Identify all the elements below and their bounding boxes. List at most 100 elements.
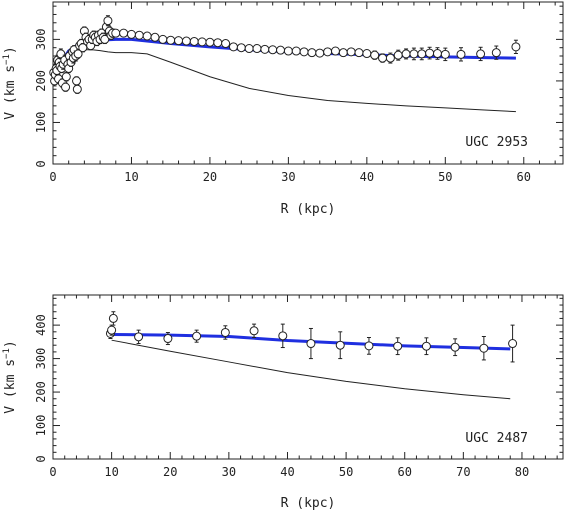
panel-1-data-marker: [189, 36, 199, 46]
panel-1-data-point: [315, 48, 325, 58]
panel-1-data-point: [456, 47, 466, 62]
panel-2-data-marker: [364, 341, 374, 351]
panel-1-data-point: [299, 47, 309, 57]
panel-2-ticks: 0 10 20 30 40 50 60 70 80 0 100 200 300 400: [34, 295, 563, 479]
panel-1-data-point: [511, 39, 521, 55]
panel-2-data-marker: [108, 313, 118, 323]
panel-1-data-marker: [276, 45, 286, 55]
panel-1-data-marker: [72, 84, 82, 94]
panel-2-y-tick-label: 100: [34, 415, 48, 437]
panel-1-model-component-line: [52, 49, 516, 113]
panel-1-data-marker: [307, 48, 317, 58]
panel-1-y-tick-label: 200: [34, 70, 48, 92]
panel-1-data-point: [491, 45, 501, 60]
panel-1-data-point: [268, 45, 278, 55]
panel-1-data-marker: [103, 16, 113, 26]
panel-1-data-marker: [268, 45, 278, 55]
panel-1-data-point: [409, 47, 419, 61]
panel-1-data-point: [244, 44, 254, 54]
panel-1-data-point: [61, 82, 71, 92]
panel-1-data-point: [72, 76, 82, 86]
panel-1-data-marker: [330, 46, 340, 56]
panel-1-data-point: [354, 48, 364, 58]
panel-1-data-point: [213, 38, 223, 48]
panel-1-data-marker: [315, 48, 325, 58]
panel-2-x-tick-label: 50: [339, 465, 353, 479]
panel-2-data-point: [220, 325, 230, 340]
panel-1-x-tick-label: 20: [203, 170, 217, 184]
panel-2-data-point: [108, 311, 118, 326]
panel-2-data-marker: [220, 327, 230, 337]
panel-1-y-axis-title-main: V (km s: [3, 65, 18, 120]
panel-1-data-marker: [425, 48, 435, 58]
panel-2-data-marker: [335, 340, 345, 350]
panel-1-data-point: [476, 46, 486, 62]
panel-1-x-tick-label: 10: [124, 170, 138, 184]
panel-1-data-marker: [409, 49, 419, 59]
panel-1-data-marker: [385, 53, 395, 63]
panel-1-ticks: 0 10 20 30 40 50 60 0 100 200 300: [34, 2, 563, 184]
panel-2-y-axis-title-close: ): [3, 340, 18, 348]
panel-1-data-point: [100, 34, 110, 45]
panel-1-data-point: [291, 46, 301, 56]
panel-2-data-point: [192, 329, 202, 343]
panel-1-data-marker: [181, 36, 191, 46]
panel-2-data-point: [249, 323, 259, 339]
panel-1-data-point: [323, 47, 333, 57]
panel-2-model-component-series: [111, 339, 511, 400]
panel-1-data-marker: [252, 44, 262, 54]
panel-2-data-point: [278, 323, 288, 349]
panel-1-data-marker: [354, 48, 364, 58]
panel-2-data-marker: [306, 339, 316, 349]
panel-2-y-axis-title-sup: −1: [2, 348, 12, 359]
panel-2-y-tick-label: 400: [34, 314, 48, 336]
panel-ugc-2953: UGC 2953 R (kpc) V (km s−1) 0 10 20 30 40 50 6…: [2, 1, 564, 217]
panel-1-data-marker: [100, 34, 110, 44]
panel-1-data-point: [158, 34, 168, 44]
panel-1-data-marker: [134, 30, 144, 40]
panel-1-data-point: [338, 48, 348, 58]
panel-1-x-tick-label: 30: [281, 170, 295, 184]
panel-2-frame: [52, 294, 564, 460]
panel-1-data-marker: [205, 37, 215, 47]
panel-1-galaxy-label: UGC 2953: [465, 135, 528, 150]
panel-1-y-axis-title: V (km s−1): [2, 46, 18, 119]
panel-1-data-marker: [228, 42, 238, 52]
panel-2-data-point: [107, 324, 117, 336]
panel-1-data-marker: [456, 49, 466, 59]
panel-1-data-marker: [158, 34, 168, 44]
panel-1-data-marker: [362, 49, 372, 59]
panel-1-data-point: [111, 28, 121, 38]
panel-2-x-tick-label: 70: [456, 465, 470, 479]
panel-2-data-point: [393, 337, 403, 356]
panel-2-x-tick-label: 40: [280, 465, 294, 479]
panel-2-data-point: [163, 331, 173, 346]
panel-1-data-marker: [440, 49, 450, 59]
panel-1-x-axis-title: R (kpc): [281, 202, 336, 217]
panel-1-y-tick-label: 300: [34, 29, 48, 51]
panel-1-data-point: [393, 49, 403, 61]
panel-1-data-marker: [142, 31, 152, 41]
panel-ugc-2487: UGC 2487 R (kpc) V (km s−1) 0 10 20 30 40 50 6…: [2, 294, 564, 511]
panel-2-y-axis-title: V (km s−1): [2, 340, 18, 413]
panel-1-data-point: [370, 50, 380, 60]
panel-1-data-marker: [244, 44, 254, 54]
panel-2-galaxy-label: UGC 2487: [465, 431, 528, 446]
panel-2-y-tick-label: 200: [34, 381, 48, 403]
panel-1-data-marker: [126, 29, 136, 39]
panel-2-data-point: [364, 337, 374, 355]
panel-2-data-point: [508, 324, 518, 363]
panel-1-data-marker: [378, 53, 388, 63]
panel-2-x-tick-label: 60: [397, 465, 411, 479]
panel-2-data-point: [450, 338, 460, 357]
panel-1-data-marker: [174, 36, 184, 46]
panel-2-x-axis-title: R (kpc): [281, 496, 336, 511]
panel-1-model-total-line: [51, 37, 516, 84]
panel-2-data-marker: [450, 342, 460, 352]
panel-1-data-marker: [346, 47, 356, 57]
panel-1-data-marker: [511, 42, 521, 52]
panel-2-data-point: [306, 327, 316, 360]
panel-1-data-marker: [323, 47, 333, 57]
panel-2-y-axis-title-main: V (km s: [3, 359, 18, 414]
panel-1-x-tick-label: 60: [517, 170, 531, 184]
